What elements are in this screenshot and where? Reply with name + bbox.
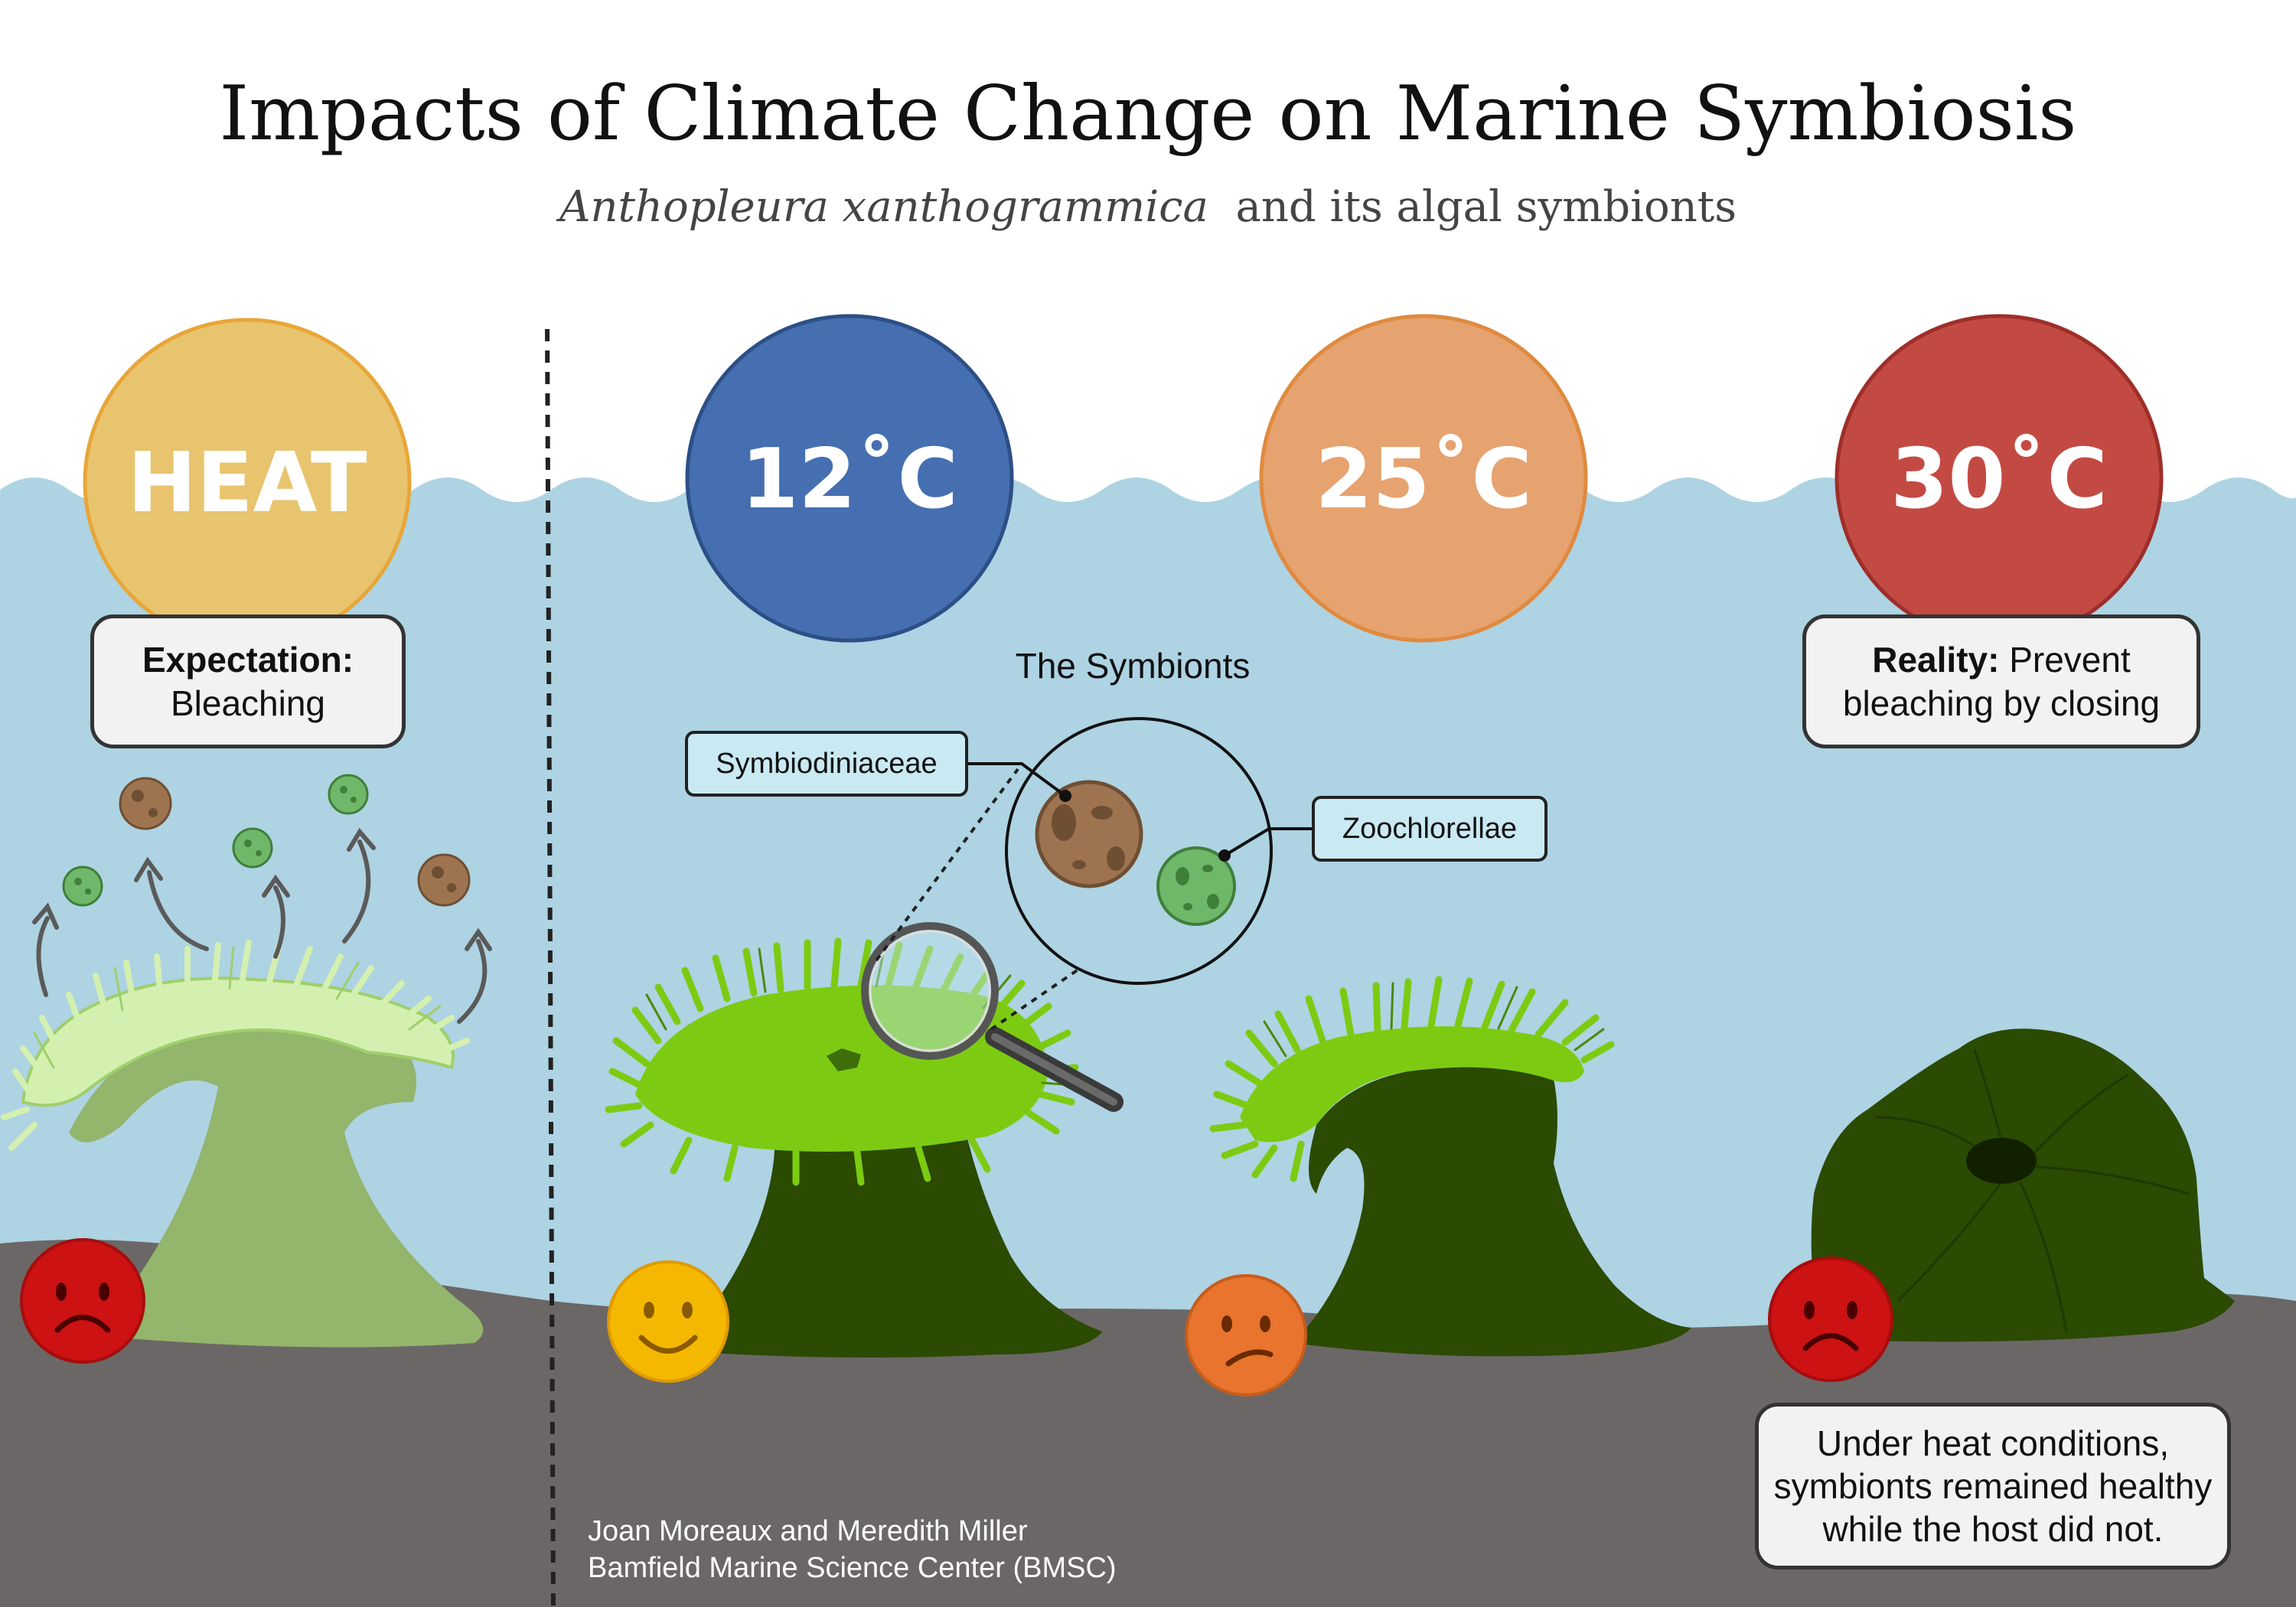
symbiodiniaceae-label: Symbiodiniaceae: [685, 731, 968, 797]
temp-12c-label: 12˚C: [741, 432, 958, 527]
symbionts-title: The Symbionts: [1015, 646, 1251, 686]
conclusion-box: Under heat conditions, symbionts remaine…: [1755, 1403, 2231, 1570]
healthy-anemone-12c: [605, 937, 1102, 1358]
credit-authors: Joan Moreaux and Meredith Miller: [588, 1515, 1028, 1547]
confused-face-icon: [1185, 1274, 1307, 1397]
bleached-anemone: [1, 940, 484, 1348]
happy-face-icon: [607, 1260, 729, 1383]
expectation-box: Expectation: Bleaching: [90, 614, 406, 748]
sad-face-icon: [20, 1238, 145, 1364]
heat-label: HEAT: [127, 435, 367, 531]
stressed-anemone-25c: [1209, 976, 1691, 1357]
conclusion-line-2: symbionts remained healthy: [1773, 1465, 2213, 1506]
temp-25c-circle: [1259, 314, 1588, 643]
credit: Joan Moreaux and Meredith Miller Bamfiel…: [588, 1514, 1117, 1586]
sad-face-icon-30c: [1768, 1257, 1893, 1382]
temp-12c-circle: [685, 314, 1014, 643]
conclusion-line-3: while the host did not.: [1822, 1509, 2164, 1550]
symbiodiniaceae-cell: [1035, 780, 1143, 888]
expectation-text: Bleaching: [170, 683, 326, 723]
reality-box: Reality: Prevent bleaching by closing: [1802, 614, 2200, 748]
zoochlorellae-label: Zoochlorellae: [1312, 796, 1548, 862]
magnifying-glass-icon: [861, 922, 1124, 1112]
reality-heading: Reality:: [1872, 640, 2000, 680]
reality-text-2: bleaching by closing: [1842, 683, 2161, 723]
conclusion-line-1: Under heat conditions,: [1816, 1423, 2170, 1463]
temp-30c-label: 30˚C: [1890, 432, 2108, 527]
credit-institution: Bamfield Marine Science Center (BMSC): [588, 1551, 1117, 1584]
temp-25c-label: 25˚C: [1315, 432, 1532, 527]
subtitle-rest: and its algal symbionts: [1235, 182, 1737, 232]
reality-text-1: Prevent: [2009, 640, 2131, 680]
seabed-rock: [0, 1240, 2296, 1607]
label-leaders: [968, 762, 1315, 862]
closed-anemone-30c: [1811, 1028, 2235, 1342]
page-title: Impacts of Climate Change on Marine Symb…: [219, 70, 2077, 158]
release-arrows: [32, 827, 492, 1024]
page-subtitle: Anthopleura xanthogrammica and its algal…: [0, 182, 2296, 232]
symbionts-inset: [1005, 717, 1273, 985]
released-symbionts: [62, 774, 471, 907]
species-name: Anthopleura xanthogrammica: [559, 182, 1208, 232]
expectation-heading: Expectation:: [142, 640, 354, 680]
